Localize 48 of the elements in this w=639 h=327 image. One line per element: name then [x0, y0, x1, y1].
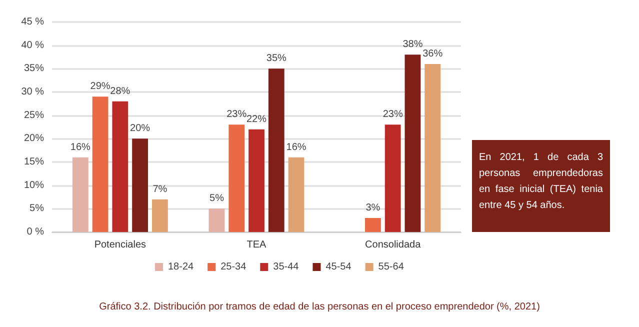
text: Gráfico 3.2. Distribución por tramos de edad de las personas en el proceso emprendedor (%, 2021)	[99, 302, 540, 312]
bar	[424, 64, 441, 232]
bar	[228, 124, 245, 232]
data-label: 20%	[130, 123, 150, 134]
data-label: 16%	[286, 142, 306, 153]
bar	[268, 68, 284, 232]
data-label: 28%	[110, 86, 130, 97]
bar	[208, 208, 225, 232]
bar	[248, 129, 264, 232]
bar	[288, 157, 304, 232]
legend-label: 25-34	[220, 262, 247, 272]
y-tick-label: 35%	[24, 63, 44, 74]
data-label: 16%	[70, 142, 91, 153]
bar	[72, 157, 88, 232]
x-tick-label: Consolidada	[365, 240, 422, 250]
x-tick-label: Potenciales	[94, 240, 146, 250]
legend-label: 35-44	[273, 262, 300, 272]
data-label: 35%	[266, 53, 286, 64]
y-tick-label: 0 %	[26, 226, 44, 238]
y-tick-label: 5%	[30, 203, 44, 214]
data-label: 38%	[402, 39, 423, 50]
y-tick-label: 10%	[24, 180, 44, 191]
data-label: 36%	[422, 48, 443, 60]
y-tick-label: 45 %	[21, 16, 44, 28]
data-label: 29%	[90, 81, 110, 92]
data-label: 5%	[210, 193, 224, 204]
data-label: 3%	[366, 202, 380, 214]
bar	[384, 124, 401, 232]
text: En 2021, 1 de cada 3 personas emprendedoras en fase inicial (TEA) tenia entre 45 y 54 años.	[472, 140, 610, 232]
y-tick-label: 20%	[24, 133, 44, 144]
data-label: 23%	[226, 109, 247, 120]
y-tick-label: 30 %	[21, 86, 44, 98]
y-tick-label: 15%	[24, 156, 44, 168]
bar	[112, 101, 128, 232]
y-tick-label: 25%	[24, 110, 44, 121]
bar	[132, 138, 148, 232]
bar	[152, 199, 168, 232]
legend-label: 55-64	[378, 262, 404, 272]
x-tick-label: TEA	[246, 240, 267, 250]
data-label: 7%	[152, 184, 168, 195]
bar	[92, 96, 108, 232]
bar	[365, 218, 381, 232]
legend-label: 18-24	[168, 262, 194, 272]
data-label: 23%	[382, 109, 403, 120]
y-tick-label: 40 %	[21, 40, 44, 51]
data-label: 22%	[246, 114, 267, 125]
legend-label: 45-54	[326, 262, 352, 272]
bar	[404, 54, 421, 232]
